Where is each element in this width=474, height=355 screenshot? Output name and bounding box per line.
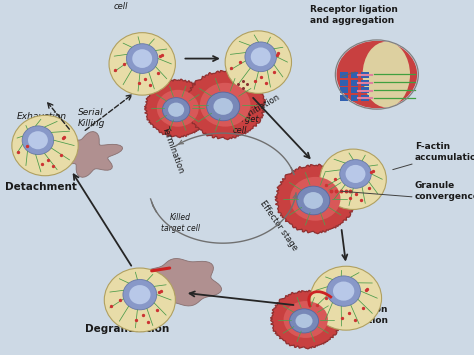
Ellipse shape [363, 42, 410, 107]
Polygon shape [144, 258, 221, 306]
Text: Effector
cell: Effector cell [104, 0, 137, 11]
Text: Granule
convergence: Granule convergence [415, 181, 474, 201]
Polygon shape [270, 290, 341, 349]
Text: Killed
target cell: Killed target cell [161, 213, 200, 233]
Ellipse shape [163, 98, 190, 122]
Text: Termination: Termination [160, 125, 185, 174]
Text: Exhaustion: Exhaustion [17, 112, 67, 121]
Ellipse shape [320, 149, 386, 209]
Ellipse shape [340, 160, 371, 188]
Ellipse shape [327, 276, 361, 306]
Ellipse shape [333, 282, 354, 301]
Bar [361, 95, 369, 101]
Ellipse shape [28, 131, 48, 149]
Ellipse shape [109, 33, 175, 95]
Text: Initiation: Initiation [245, 93, 281, 119]
Text: Serial
Killing: Serial Killing [78, 108, 106, 128]
Bar [361, 87, 369, 93]
Ellipse shape [129, 285, 150, 304]
Polygon shape [185, 70, 265, 140]
Bar [361, 72, 369, 78]
Ellipse shape [213, 98, 233, 115]
Ellipse shape [225, 31, 292, 93]
Ellipse shape [337, 41, 417, 108]
Ellipse shape [12, 115, 78, 176]
Polygon shape [145, 79, 211, 138]
Text: MTOC polarization
and degranulation: MTOC polarization and degranulation [294, 305, 388, 325]
Bar [340, 80, 348, 86]
Ellipse shape [207, 92, 240, 121]
Bar [340, 95, 348, 101]
Ellipse shape [127, 44, 158, 73]
Ellipse shape [283, 301, 328, 338]
Ellipse shape [290, 309, 319, 333]
Bar [340, 72, 348, 78]
Ellipse shape [22, 126, 54, 154]
Ellipse shape [123, 279, 157, 310]
Bar [361, 80, 369, 86]
Ellipse shape [168, 103, 184, 117]
Text: F-actin
accumulation: F-actin accumulation [415, 142, 474, 162]
Ellipse shape [200, 83, 250, 127]
Ellipse shape [297, 186, 330, 215]
Polygon shape [275, 164, 356, 234]
Ellipse shape [303, 192, 323, 209]
Ellipse shape [346, 165, 365, 183]
Ellipse shape [251, 48, 271, 66]
Text: Effector stage: Effector stage [258, 199, 300, 252]
Text: Detachment: Detachment [5, 182, 77, 192]
Bar [351, 95, 358, 101]
Bar [351, 72, 358, 78]
Ellipse shape [245, 42, 276, 72]
Text: Degranulation: Degranulation [85, 324, 170, 334]
Ellipse shape [157, 90, 199, 127]
Text: Target
cell: Target cell [232, 115, 259, 135]
Ellipse shape [132, 49, 152, 68]
Bar [351, 87, 358, 93]
Ellipse shape [290, 177, 340, 221]
Ellipse shape [295, 314, 312, 328]
Polygon shape [53, 132, 123, 177]
Bar [351, 80, 358, 86]
Ellipse shape [104, 268, 175, 332]
Ellipse shape [310, 266, 382, 330]
Bar [340, 87, 348, 93]
Text: Receptor ligation
and aggregation: Receptor ligation and aggregation [310, 5, 398, 25]
